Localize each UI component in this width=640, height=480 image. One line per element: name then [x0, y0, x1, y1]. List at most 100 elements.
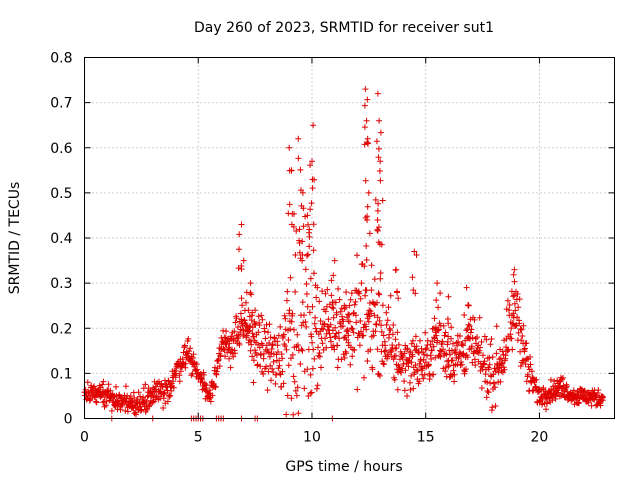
data-point [435, 326, 442, 333]
data-point [469, 334, 476, 341]
data-point [170, 384, 177, 391]
data-point [362, 86, 369, 93]
data-point [330, 314, 337, 321]
data-point [288, 167, 295, 174]
data-point [394, 329, 401, 336]
data-point [284, 392, 291, 399]
data-point [338, 356, 345, 363]
data-point [291, 210, 297, 217]
data-point [468, 343, 475, 350]
x-tick-label: 15 [417, 430, 435, 446]
data-point [138, 406, 145, 413]
data-point [84, 379, 91, 386]
data-point [117, 406, 124, 413]
data-point [251, 320, 258, 327]
data-point [371, 312, 378, 319]
data-point [222, 353, 228, 360]
data-point [308, 200, 315, 207]
data-point [269, 365, 276, 372]
data-point [345, 332, 352, 339]
data-point [506, 307, 512, 314]
data-point [286, 144, 293, 151]
data-point [444, 316, 451, 322]
data-point [239, 302, 246, 309]
data-point [559, 376, 565, 383]
data-point [347, 296, 354, 303]
data-point [417, 337, 423, 344]
data-point [272, 380, 279, 387]
data-point [374, 226, 381, 233]
data-point [113, 383, 119, 390]
data-point [361, 124, 368, 131]
data-point [465, 302, 471, 309]
data-point [424, 337, 431, 344]
data-point [380, 360, 387, 367]
data-point [463, 327, 470, 334]
data-point [290, 373, 297, 380]
data-point [377, 158, 384, 165]
data-point [301, 312, 307, 319]
data-point [501, 366, 508, 373]
data-point [408, 359, 415, 366]
data-point [288, 318, 295, 325]
data-point [563, 383, 570, 390]
data-point [298, 322, 305, 329]
data-point [255, 313, 262, 320]
data-point [357, 318, 364, 324]
x-tick-label: 20 [531, 430, 549, 446]
data-point [265, 329, 271, 336]
data-point [309, 185, 316, 192]
data-point [341, 354, 348, 361]
data-point [499, 360, 506, 367]
data-point [257, 363, 264, 370]
data-point [548, 386, 555, 393]
data-point [575, 399, 582, 406]
data-point [261, 328, 268, 335]
data-point [348, 290, 355, 297]
data-point [186, 348, 192, 355]
data-point [368, 262, 375, 269]
data-point [182, 360, 189, 367]
data-point [226, 340, 233, 347]
data-point [299, 347, 306, 354]
data-point [382, 342, 389, 349]
data-point [476, 314, 483, 321]
data-point [380, 332, 387, 339]
data-point [161, 390, 168, 397]
data-point [459, 351, 466, 358]
data-point [464, 354, 471, 361]
data-point [283, 346, 290, 353]
data-point [297, 361, 304, 367]
data-point [200, 371, 207, 378]
x-axis-label: GPS time / hours [285, 459, 402, 475]
data-point [484, 388, 491, 394]
data-point [227, 364, 234, 371]
data-point [328, 277, 335, 284]
data-point [349, 325, 356, 332]
data-point [247, 323, 253, 330]
data-point [299, 238, 306, 245]
data-point [465, 321, 472, 328]
data-point [100, 378, 107, 385]
data-point [363, 243, 370, 249]
data-point [432, 354, 439, 361]
data-point [301, 385, 308, 392]
data-point [315, 344, 321, 351]
data-point [249, 309, 256, 316]
data-point [306, 309, 313, 316]
data-point [306, 226, 313, 233]
data-point [164, 398, 171, 405]
data-point [412, 333, 419, 340]
data-point [320, 326, 327, 333]
data-point [405, 363, 412, 370]
data-point [381, 348, 388, 355]
data-point [170, 378, 177, 385]
data-point [349, 353, 356, 360]
data-point [185, 335, 192, 342]
data-point [245, 328, 252, 335]
data-point [511, 292, 518, 299]
data-point [103, 398, 110, 405]
data-point [375, 154, 382, 161]
data-point [404, 345, 411, 352]
x-tick-label: 5 [194, 430, 203, 446]
